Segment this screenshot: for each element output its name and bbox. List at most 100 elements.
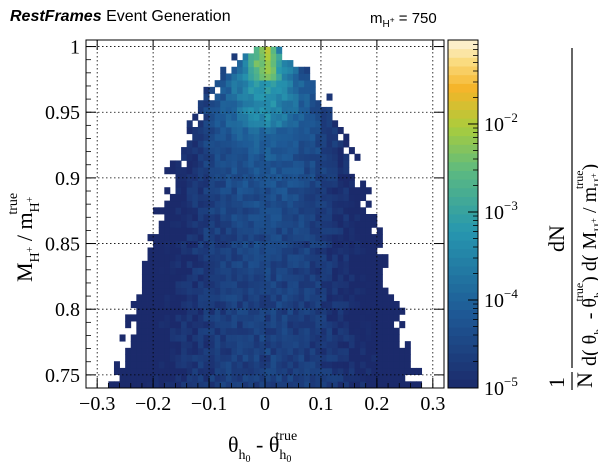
heatmap-bin: [276, 327, 283, 335]
heatmap-bin: [281, 381, 288, 389]
heatmap-bin: [175, 287, 182, 295]
heatmap-bin: [365, 187, 372, 195]
heatmap-bin: [276, 341, 283, 349]
heatmap-bin: [276, 240, 283, 248]
heatmap-bin: [304, 367, 311, 376]
heatmap-bin: [209, 254, 216, 262]
heatmap-bin: [348, 214, 355, 222]
heatmap-bin: [220, 374, 227, 382]
heatmap-bin: [332, 254, 339, 262]
heatmap-bin: [225, 367, 232, 376]
heatmap-bin: [248, 314, 255, 322]
heatmap-bin: [225, 86, 232, 94]
heatmap-bin: [158, 381, 165, 389]
heatmap-bin: [393, 347, 400, 355]
heatmap-bin: [141, 321, 148, 329]
heatmap-bin: [382, 334, 389, 342]
heatmap-bin: [404, 347, 411, 355]
heatmap-bin: [382, 341, 389, 349]
heatmap-bin: [320, 347, 327, 355]
heatmap-bin: [292, 347, 299, 355]
heatmap-bin: [265, 267, 271, 275]
heatmap-bin: [332, 140, 339, 148]
heatmap-bin: [360, 220, 367, 228]
heatmap-bin: [326, 193, 333, 202]
heatmap-bin: [141, 347, 148, 355]
heatmap-bin: [270, 381, 277, 389]
heatmap-bin: [270, 120, 277, 128]
heatmap-bin: [365, 327, 372, 335]
heatmap-bin: [292, 367, 299, 376]
heatmap-bin: [298, 193, 305, 202]
heatmap-bin: [365, 214, 372, 222]
heatmap-bin: [304, 140, 311, 148]
heatmap-bin: [220, 86, 227, 94]
heatmap-bin: [153, 361, 160, 369]
heatmap-bin: [276, 106, 283, 115]
heatmap-bin: [225, 173, 232, 181]
heatmap-bin: [292, 187, 299, 195]
heatmap-bin: [348, 321, 355, 329]
heatmap-bin: [265, 240, 271, 248]
heatmap-bin: [248, 334, 255, 342]
heatmap-bin: [164, 354, 171, 362]
heatmap-bin: [388, 314, 395, 322]
heatmap-bin: [304, 73, 311, 81]
heatmap-bin: [175, 173, 182, 181]
heatmap-bin: [186, 247, 193, 255]
heatmap-bin: [186, 120, 193, 128]
heatmap-bin: [259, 341, 266, 349]
heatmap-bin: [214, 147, 221, 155]
heatmap-bin: [237, 167, 244, 175]
heatmap-bin: [141, 354, 148, 362]
heatmap-bin: [259, 354, 266, 362]
heatmap-bin: [242, 220, 249, 228]
heatmap-bin: [298, 347, 305, 355]
heatmap-bin: [337, 374, 344, 382]
colorbar-band: [448, 118, 478, 128]
heatmap-bin: [141, 381, 148, 389]
heatmap-bin: [203, 106, 210, 115]
heatmap-bin: [343, 361, 350, 369]
heatmap-bin: [354, 214, 361, 222]
heatmap-bin: [348, 260, 355, 268]
heatmap-bin: [309, 267, 316, 275]
heatmap-bin: [281, 321, 288, 329]
heatmap-bin: [158, 274, 165, 282]
heatmap-bin: [332, 321, 339, 329]
heatmap-bin: [337, 361, 344, 369]
heatmap-bin: [259, 113, 266, 121]
heatmap-bin: [192, 294, 199, 302]
heatmap-bin: [181, 294, 188, 302]
heatmap-bin: [326, 367, 333, 376]
heatmap-bin: [315, 354, 322, 362]
heatmap-bin: [371, 314, 378, 322]
heatmap-bin: [298, 66, 305, 74]
heatmap-bin: [337, 294, 344, 302]
heatmap-bin: [376, 280, 383, 289]
heatmap-bin: [153, 307, 160, 315]
heatmap-bin: [354, 367, 361, 376]
heatmap-bin: [214, 80, 221, 88]
heatmap-bin: [292, 160, 299, 168]
svg-text:1: 1: [544, 377, 569, 388]
heatmap-bin: [281, 287, 288, 295]
heatmap-bin: [186, 140, 193, 148]
heatmap-bin: [186, 274, 193, 282]
heatmap-bin: [192, 307, 199, 315]
heatmap-bin: [192, 160, 199, 168]
heatmap-bin: [237, 80, 244, 88]
heatmap-bin: [337, 381, 344, 389]
heatmap-bin: [169, 287, 176, 295]
y-tick-label: 0.95: [45, 102, 80, 124]
heatmap-bin: [253, 301, 260, 309]
heatmap-bin: [259, 127, 266, 135]
heatmap-bin: [214, 287, 221, 295]
heatmap-bin: [192, 227, 199, 235]
heatmap-bin: [281, 214, 288, 222]
heatmap-bin: [242, 160, 249, 168]
heatmap-bin: [153, 294, 160, 302]
heatmap-bin: [365, 267, 372, 275]
heatmap-bin: [281, 73, 288, 81]
heatmap-bin: [354, 301, 361, 309]
